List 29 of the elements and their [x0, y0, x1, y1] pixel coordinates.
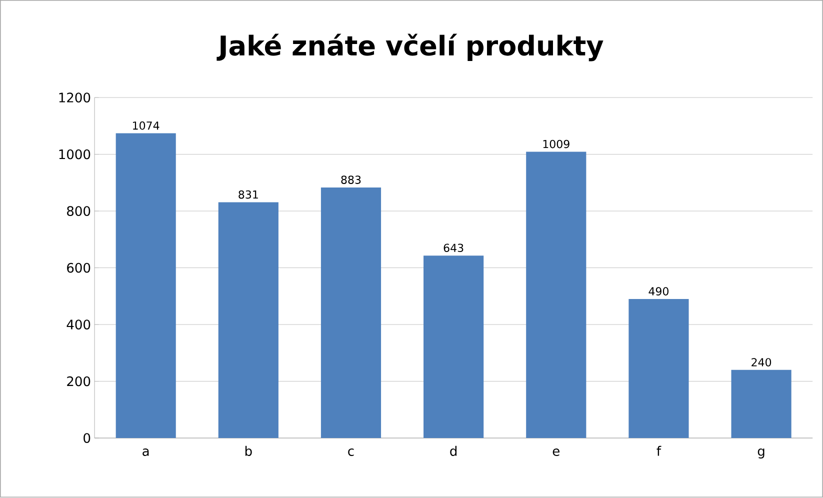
- y-tick-label: 0: [84, 433, 90, 444]
- x-tick-label: g: [758, 448, 764, 459]
- data-label: 1074: [133, 122, 160, 130]
- bar: [628, 299, 689, 438]
- x-tick-label: d: [450, 446, 457, 456]
- data-label: 831: [238, 190, 258, 199]
- bar: [320, 188, 382, 438]
- bar: [424, 256, 484, 438]
- y-tick-label: 200: [67, 376, 90, 386]
- x-tick-label: c: [348, 448, 354, 456]
- data-label: 883: [341, 176, 361, 184]
- x-tick-label: e: [552, 448, 560, 456]
- data-label: 490: [648, 287, 668, 296]
- x-tick-label: a: [142, 448, 149, 456]
- y-tick-label: 1000: [59, 150, 90, 160]
- bar: [526, 152, 586, 438]
- bar: [731, 370, 792, 438]
- y-tick-label: 1200: [59, 92, 90, 103]
- chart-title: Jaké znáte včelí produkty: [216, 34, 604, 62]
- y-tick-label: 400: [66, 320, 90, 330]
- bar: [218, 202, 278, 438]
- x-tick-label: f: [656, 446, 662, 456]
- y-tick-label: 800: [67, 206, 90, 216]
- data-label: 1009: [543, 140, 570, 148]
- x-tick-label: b: [245, 446, 252, 456]
- data-label: 240: [752, 358, 772, 367]
- y-tick-label: 600: [67, 263, 90, 273]
- bar: [116, 134, 176, 438]
- data-label: 643: [444, 244, 464, 252]
